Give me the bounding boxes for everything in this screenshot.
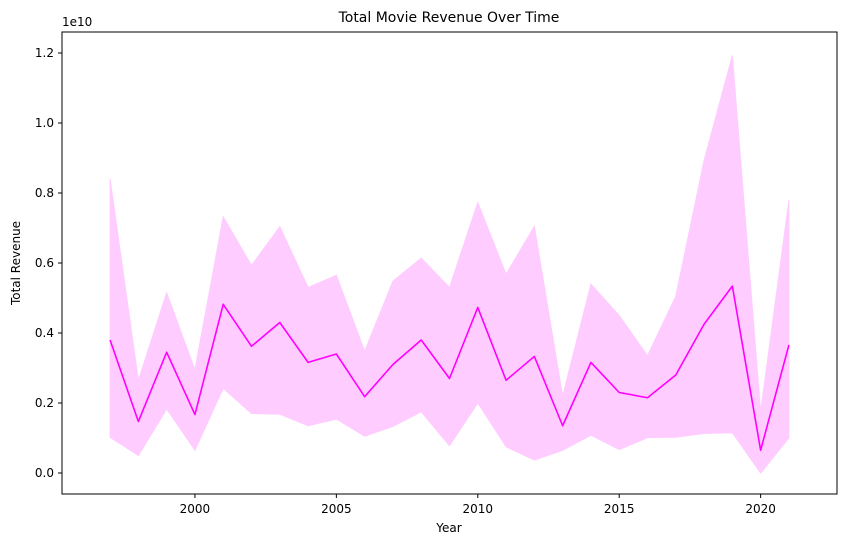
plot-frame xyxy=(61,31,838,495)
y-tick-label-1.2: 1.2 xyxy=(35,46,54,60)
y-axis-offset-label: 1e10 xyxy=(62,15,92,29)
x-tick-label-2010: 2010 xyxy=(463,502,494,516)
x-tick-label-2020: 2020 xyxy=(745,502,776,516)
chart-title: Total Movie Revenue Over Time xyxy=(338,10,560,26)
plot-layer xyxy=(109,55,790,474)
y-tick-label-0.6: 0.6 xyxy=(35,256,54,270)
y-axis-label: Total Revenue xyxy=(9,221,23,306)
x-tick-label-2005: 2005 xyxy=(321,502,352,516)
confidence-band-0 xyxy=(109,55,790,474)
x-axis-label: Year xyxy=(435,521,461,535)
y-tick-label-0.0: 0.0 xyxy=(35,466,54,480)
x-tick-label-2015: 2015 xyxy=(604,502,635,516)
y-tick-label-0.8: 0.8 xyxy=(35,186,54,200)
y-tick-label-1.0: 1.0 xyxy=(35,116,54,130)
x-axis-ticks: 2000 2005 2010 2015 2020 xyxy=(180,494,776,516)
y-tick-label-0.4: 0.4 xyxy=(35,326,54,340)
y-tick-label-0.2: 0.2 xyxy=(35,396,54,410)
x-tick-label-2000: 2000 xyxy=(180,502,211,516)
y-axis-ticks: 0.0 0.2 0.4 0.6 0.8 1.0 1.2 xyxy=(35,46,62,480)
revenue-line-0 xyxy=(109,285,790,452)
